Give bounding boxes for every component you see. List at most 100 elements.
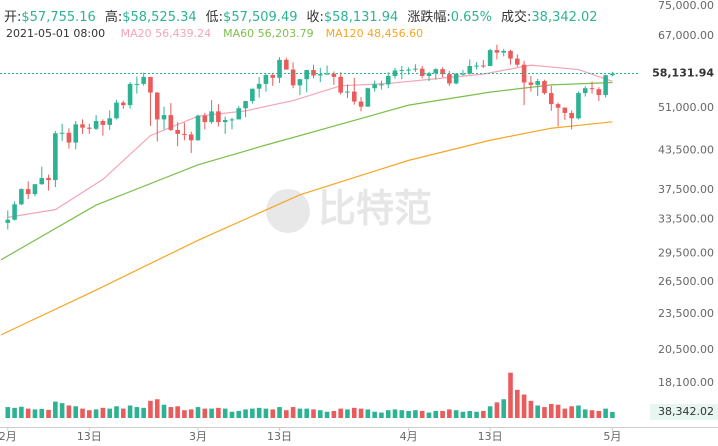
volume-bar xyxy=(107,408,112,418)
volume-bar xyxy=(324,411,330,418)
volume-bar xyxy=(284,410,289,418)
candle-body xyxy=(5,219,11,223)
y-tick-label: 75,000.00 xyxy=(658,0,714,12)
volume-bar xyxy=(576,405,581,418)
candle-body xyxy=(250,88,255,102)
volume-bar xyxy=(141,407,146,418)
volume-bar xyxy=(87,410,92,418)
candle-body xyxy=(229,119,235,121)
volume-bar xyxy=(433,410,439,418)
x-tick-label: 13日 xyxy=(478,430,503,443)
candle-body xyxy=(548,93,554,105)
volume-bar xyxy=(515,389,520,418)
x-tick-label: 3月 xyxy=(189,430,207,443)
volume-bar xyxy=(406,410,411,418)
volume-bar xyxy=(127,405,133,418)
candle-body xyxy=(562,107,568,113)
header-item: 成交:38,342.02 xyxy=(501,10,598,25)
candle-body xyxy=(345,91,350,93)
candle-body xyxy=(385,75,391,85)
volume-bar xyxy=(426,412,432,418)
last-volume-badge xyxy=(650,404,718,421)
x-tick-label: 2月 xyxy=(0,430,17,443)
watermark-logo xyxy=(266,189,310,233)
volume-bar xyxy=(542,407,547,418)
candle-body xyxy=(53,133,58,181)
volume-bar xyxy=(548,403,554,418)
candle-body xyxy=(487,50,493,67)
ma-line xyxy=(0,121,613,336)
candle-body xyxy=(66,132,72,143)
volume-bar xyxy=(358,408,364,418)
candle-body xyxy=(426,73,432,76)
candle-body xyxy=(399,70,405,72)
y-tick-label: 37,500.00 xyxy=(658,183,714,196)
candle-body xyxy=(256,83,262,89)
candle-body xyxy=(222,119,228,123)
candle-body xyxy=(12,204,17,220)
legend-value: 56,203.79 xyxy=(257,27,314,40)
volume-bar xyxy=(222,408,228,418)
candle-body xyxy=(270,75,276,78)
candle-body xyxy=(100,121,106,125)
volume-bar xyxy=(521,394,527,418)
volume-bar xyxy=(474,411,479,418)
candle-body xyxy=(107,118,112,125)
candle-body xyxy=(508,50,513,59)
volume-bar xyxy=(120,408,126,418)
volume-bar xyxy=(236,410,242,418)
volume-bar xyxy=(277,407,282,418)
candle-body xyxy=(379,84,384,86)
volume-bar xyxy=(460,411,466,418)
candle-body xyxy=(182,133,187,135)
candle-body xyxy=(202,115,208,123)
candle-body xyxy=(555,104,561,108)
volume-bar xyxy=(202,408,208,418)
volume-bar xyxy=(175,406,180,418)
candle-body xyxy=(582,88,588,94)
candle-body xyxy=(59,132,65,134)
header-label: 涨跌幅: xyxy=(407,10,451,25)
header-label: 开: xyxy=(4,10,22,25)
volume-bar xyxy=(161,404,167,418)
volume-bar xyxy=(385,410,391,418)
volume-bar xyxy=(351,407,357,418)
candle-body xyxy=(148,76,153,93)
volume-bar xyxy=(32,409,38,418)
candle-body xyxy=(494,50,500,53)
y-tick-label: 23,500.00 xyxy=(658,307,714,320)
candle-body xyxy=(188,134,194,141)
x-tick-label: 4月 xyxy=(400,430,418,443)
header-label: 成交: xyxy=(501,10,532,25)
candle-body xyxy=(284,59,289,70)
candle-body xyxy=(175,129,180,134)
legend-entry: MA120 48,456.60 xyxy=(326,27,424,40)
volume-bar xyxy=(317,410,323,418)
x-tick-label: 13日 xyxy=(77,430,102,443)
volume-bar xyxy=(535,405,540,418)
volume-bar xyxy=(73,406,79,418)
candle-body xyxy=(114,102,119,119)
candle-body xyxy=(351,91,357,102)
volume-bar xyxy=(250,408,255,418)
candle-body xyxy=(610,73,615,76)
volume-bar xyxy=(100,407,106,418)
volume-bar xyxy=(195,407,201,418)
volume-bar xyxy=(413,410,418,418)
candle-body xyxy=(542,81,547,94)
candle-body xyxy=(576,93,581,119)
legend-name: MA60 xyxy=(223,27,255,40)
candle-body xyxy=(413,68,418,70)
candle-body xyxy=(216,111,221,123)
volume-bar xyxy=(304,408,310,418)
header-value: $58,131.94 xyxy=(323,10,399,25)
candle-body xyxy=(209,111,214,123)
volume-bar xyxy=(582,409,588,418)
candle-body xyxy=(93,121,99,129)
y-tick-label: 33,500.00 xyxy=(658,213,714,226)
volume-bar xyxy=(494,402,500,418)
header-value: 38,342.02 xyxy=(531,10,598,25)
candle-body xyxy=(474,65,479,67)
candle-body xyxy=(297,79,303,86)
volume-bar xyxy=(481,410,486,418)
